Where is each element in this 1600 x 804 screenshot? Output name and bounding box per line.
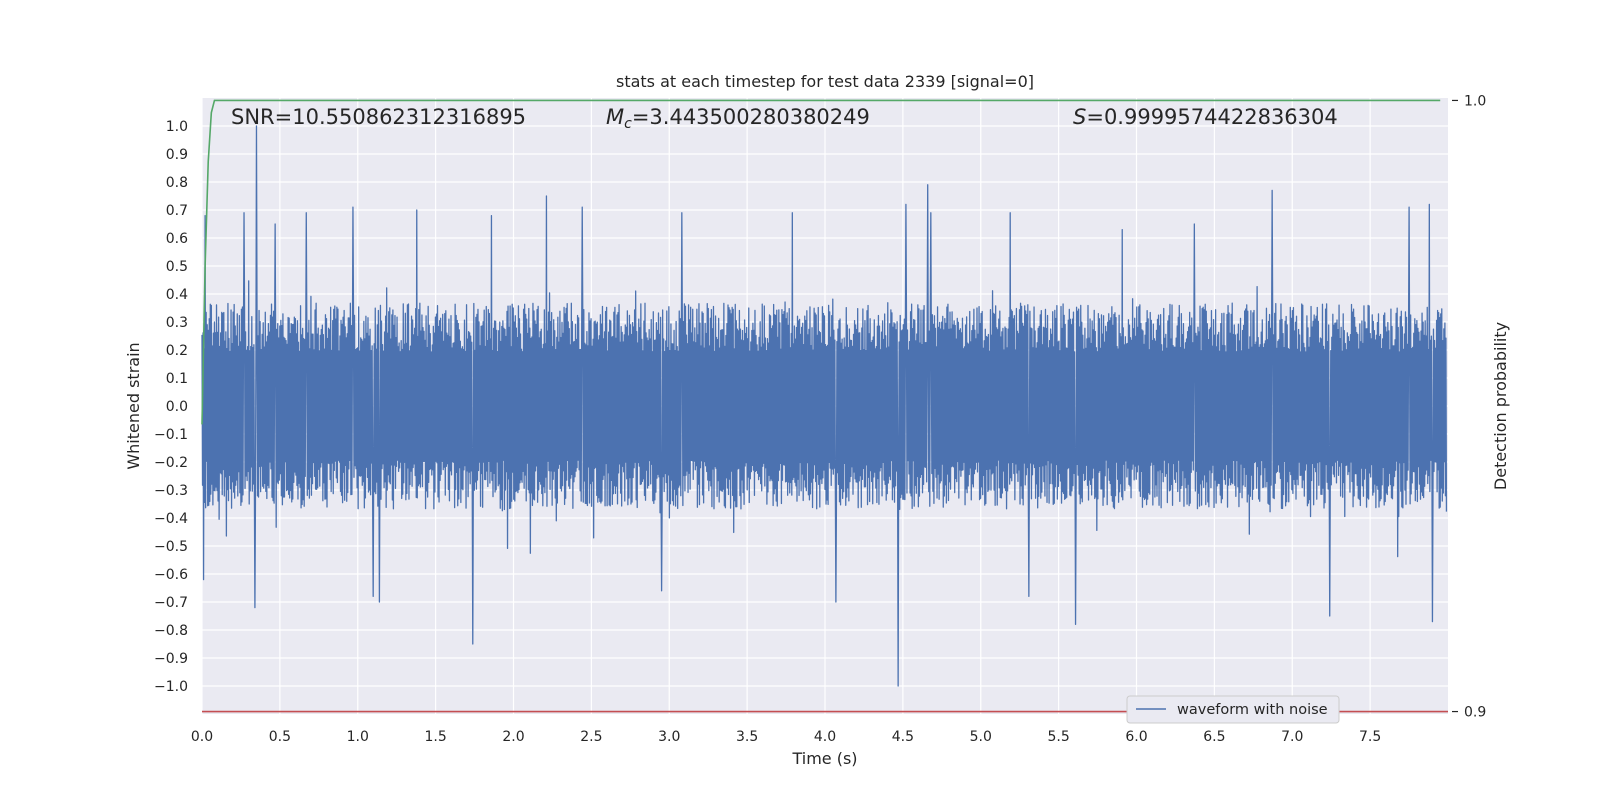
y-tick-label: 1.0 bbox=[166, 119, 188, 135]
x-tick-label: 4.0 bbox=[814, 729, 836, 745]
x-tick-label: 7.5 bbox=[1359, 729, 1381, 745]
y-tick-label: −0.7 bbox=[154, 595, 188, 611]
y2-tick-label: 0.9 bbox=[1464, 705, 1486, 721]
y-tick-label: 0.3 bbox=[166, 315, 188, 331]
y-tick-label: −1.0 bbox=[154, 679, 188, 695]
x-tick-label: 2.5 bbox=[580, 729, 602, 745]
x-tick-label: 1.0 bbox=[347, 729, 369, 745]
chirp-mass-symbol: M bbox=[606, 105, 624, 129]
y-tick-label: −0.9 bbox=[154, 651, 188, 667]
chirp-mass-value: =3.443500280380249 bbox=[632, 105, 870, 129]
x-tick-label: 6.5 bbox=[1203, 729, 1225, 745]
chart-title: stats at each timestep for test data 233… bbox=[616, 72, 1034, 91]
y-tick-label: 0.8 bbox=[166, 175, 188, 191]
y-tick-label: 0.1 bbox=[166, 371, 188, 387]
y-tick-label: 0.0 bbox=[166, 399, 188, 415]
y-tick-label: −0.2 bbox=[154, 455, 188, 471]
y-tick-label: 0.7 bbox=[166, 203, 188, 219]
y-tick-label: −0.5 bbox=[154, 539, 188, 555]
y-tick-label: 0.6 bbox=[166, 231, 188, 247]
y-tick-label: 0.2 bbox=[166, 343, 188, 359]
y-tick-label: 0.9 bbox=[166, 147, 188, 163]
x-tick-label: 7.0 bbox=[1281, 729, 1303, 745]
x-tick-label: 0.5 bbox=[269, 729, 291, 745]
detection-probability-line bbox=[201, 99, 1441, 425]
x-tick-label: 4.5 bbox=[892, 729, 914, 745]
x-tick-label: 2.0 bbox=[502, 729, 524, 745]
legend-box bbox=[1126, 695, 1340, 724]
x-tick-label: 1.5 bbox=[424, 729, 446, 745]
tick-layer: 0.0 0.5 1.0 1.5 2.0 2.5 3.0 3.5 4.0 4.5 5.0 5.5 6.0 6… bbox=[154, 93, 1486, 745]
x-tick-label: 5.5 bbox=[1047, 729, 1069, 745]
x-tick-label: 3.5 bbox=[736, 729, 758, 745]
y-axis-label: Whitened strain bbox=[124, 342, 143, 469]
y-tick-label: −0.6 bbox=[154, 567, 188, 583]
y-tick-label: 0.4 bbox=[166, 287, 188, 303]
chirp-mass-subscript: c bbox=[624, 116, 632, 132]
chirp-mass-annotation: Mc=3.443500280380249 bbox=[606, 105, 870, 132]
y-tick-label: −0.3 bbox=[154, 483, 188, 499]
x-tick-label: 3.0 bbox=[658, 729, 680, 745]
s-symbol: S bbox=[1073, 105, 1086, 129]
waveform-series-line bbox=[201, 125, 1448, 687]
y-tick-label: −0.4 bbox=[154, 511, 188, 527]
legend-label-waveform: waveform with noise bbox=[1177, 702, 1328, 718]
y2-axis-label: Detection probability bbox=[1491, 322, 1510, 490]
x-tick-label: 0.0 bbox=[191, 729, 213, 745]
y2-tick-label: 1.0 bbox=[1464, 93, 1486, 109]
legend: waveform with noise bbox=[1126, 695, 1340, 724]
y-tick-label: −0.8 bbox=[154, 623, 188, 639]
s-annotation: S=0.9999574422836304 bbox=[1073, 105, 1338, 129]
s-value: =0.9999574422836304 bbox=[1086, 105, 1337, 129]
x-axis-label: Time (s) bbox=[791, 749, 857, 768]
x-tick-label: 6.0 bbox=[1125, 729, 1147, 745]
x-tick-label: 5.0 bbox=[970, 729, 992, 745]
snr-annotation: SNR=10.550862312316895 bbox=[231, 105, 526, 129]
y-tick-label: 0.5 bbox=[166, 259, 188, 275]
y-tick-label: −0.1 bbox=[154, 427, 188, 443]
